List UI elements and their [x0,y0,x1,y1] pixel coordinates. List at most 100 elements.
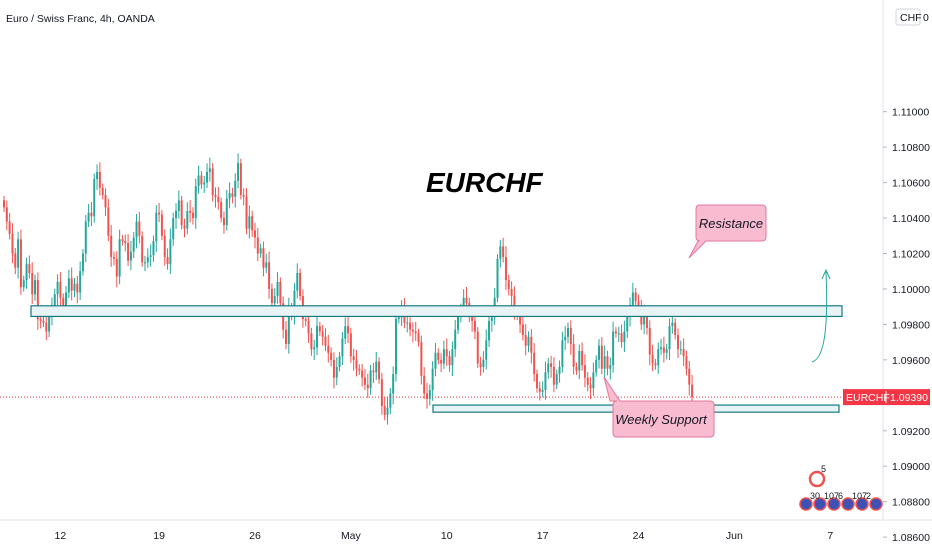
candle [253,222,256,249]
candle [175,203,178,229]
candle [256,227,259,262]
candle [67,269,70,298]
candle [442,340,445,369]
candle [149,244,152,267]
candle [499,239,502,268]
resistance-callout[interactable]: Resistance [688,204,767,259]
y-tick-label: 1.10400 [892,213,930,225]
candle [510,281,513,307]
candle [660,338,663,355]
currency-suffix: 0 [923,12,929,24]
candle [282,296,285,339]
candle [426,382,428,409]
candle [617,326,620,342]
support-label: Weekly Support [615,412,708,427]
candle [417,328,420,347]
candle [589,377,592,400]
symbol-title[interactable]: Euro / Swiss Franc, 4h, OANDA [6,13,155,25]
candle [279,277,282,308]
candle [691,374,694,405]
candle [600,336,603,375]
candle [318,321,321,336]
badge-dot-icon [799,497,813,511]
candle [5,200,8,231]
badge-dot-icon [869,497,883,511]
badge-dot-icon [827,497,841,511]
candle [479,356,482,376]
candle [676,328,679,358]
candle [211,162,214,202]
candle [581,342,584,371]
candle [682,338,685,367]
candle [445,338,448,367]
candle [535,369,538,393]
badge-count: 2 [866,491,871,501]
current-price-tag[interactable]: EURCHF 1.09390 [843,389,930,406]
x-tick-label: 24 [633,530,645,542]
candle [129,240,132,271]
candle [527,331,530,353]
candle [42,316,45,328]
candle [338,351,341,372]
candle [344,317,347,345]
currency-label: CHF [900,12,922,24]
candle [81,249,84,276]
x-tick-label: 7 [827,530,833,542]
candle [668,318,671,361]
candle [366,373,369,398]
candle [561,331,564,373]
candle [96,164,99,190]
candle [14,248,17,275]
candle [285,321,287,350]
candle [324,328,327,352]
resistance-zone[interactable] [30,305,843,318]
candle [482,351,485,373]
resistance-label: Resistance [699,216,763,231]
candle [321,324,324,346]
candle [84,215,87,263]
candle [538,381,541,401]
candle [225,189,228,231]
candle [214,187,217,208]
candle [183,218,186,238]
y-tick-label: 1.08800 [892,497,930,509]
candle [386,396,389,425]
x-tick-label: 26 [249,530,261,542]
x-tick-label: 19 [153,530,165,542]
candle [578,344,581,380]
candle [228,182,231,209]
candle [369,365,372,395]
candle [101,183,104,200]
price-tag-symbol: EURCHF [846,392,890,404]
candle [310,327,313,356]
candle [592,362,595,396]
candle [434,343,437,377]
currency-selector[interactable]: CHF 0 [895,8,929,26]
candle [191,207,194,225]
candle [189,200,192,223]
candle [572,334,575,375]
bounce-arrow[interactable] [811,271,828,363]
candle [620,324,623,348]
support-callout[interactable]: Weekly Support [603,376,715,438]
candle [144,255,146,272]
candle [132,232,135,259]
y-tick-label: 1.10000 [892,284,930,296]
candle [606,350,609,376]
candle [372,362,375,384]
x-tick-label: 17 [537,530,549,542]
candle [251,210,254,238]
candle [200,171,203,189]
candle [70,267,73,301]
candle [220,197,223,223]
candle [414,321,417,341]
candle [564,326,567,351]
y-tick-label: 1.08600 [892,532,930,544]
candle [59,272,62,306]
candle [293,283,296,325]
candle [248,205,251,239]
candle [110,224,113,267]
candle [428,384,431,406]
